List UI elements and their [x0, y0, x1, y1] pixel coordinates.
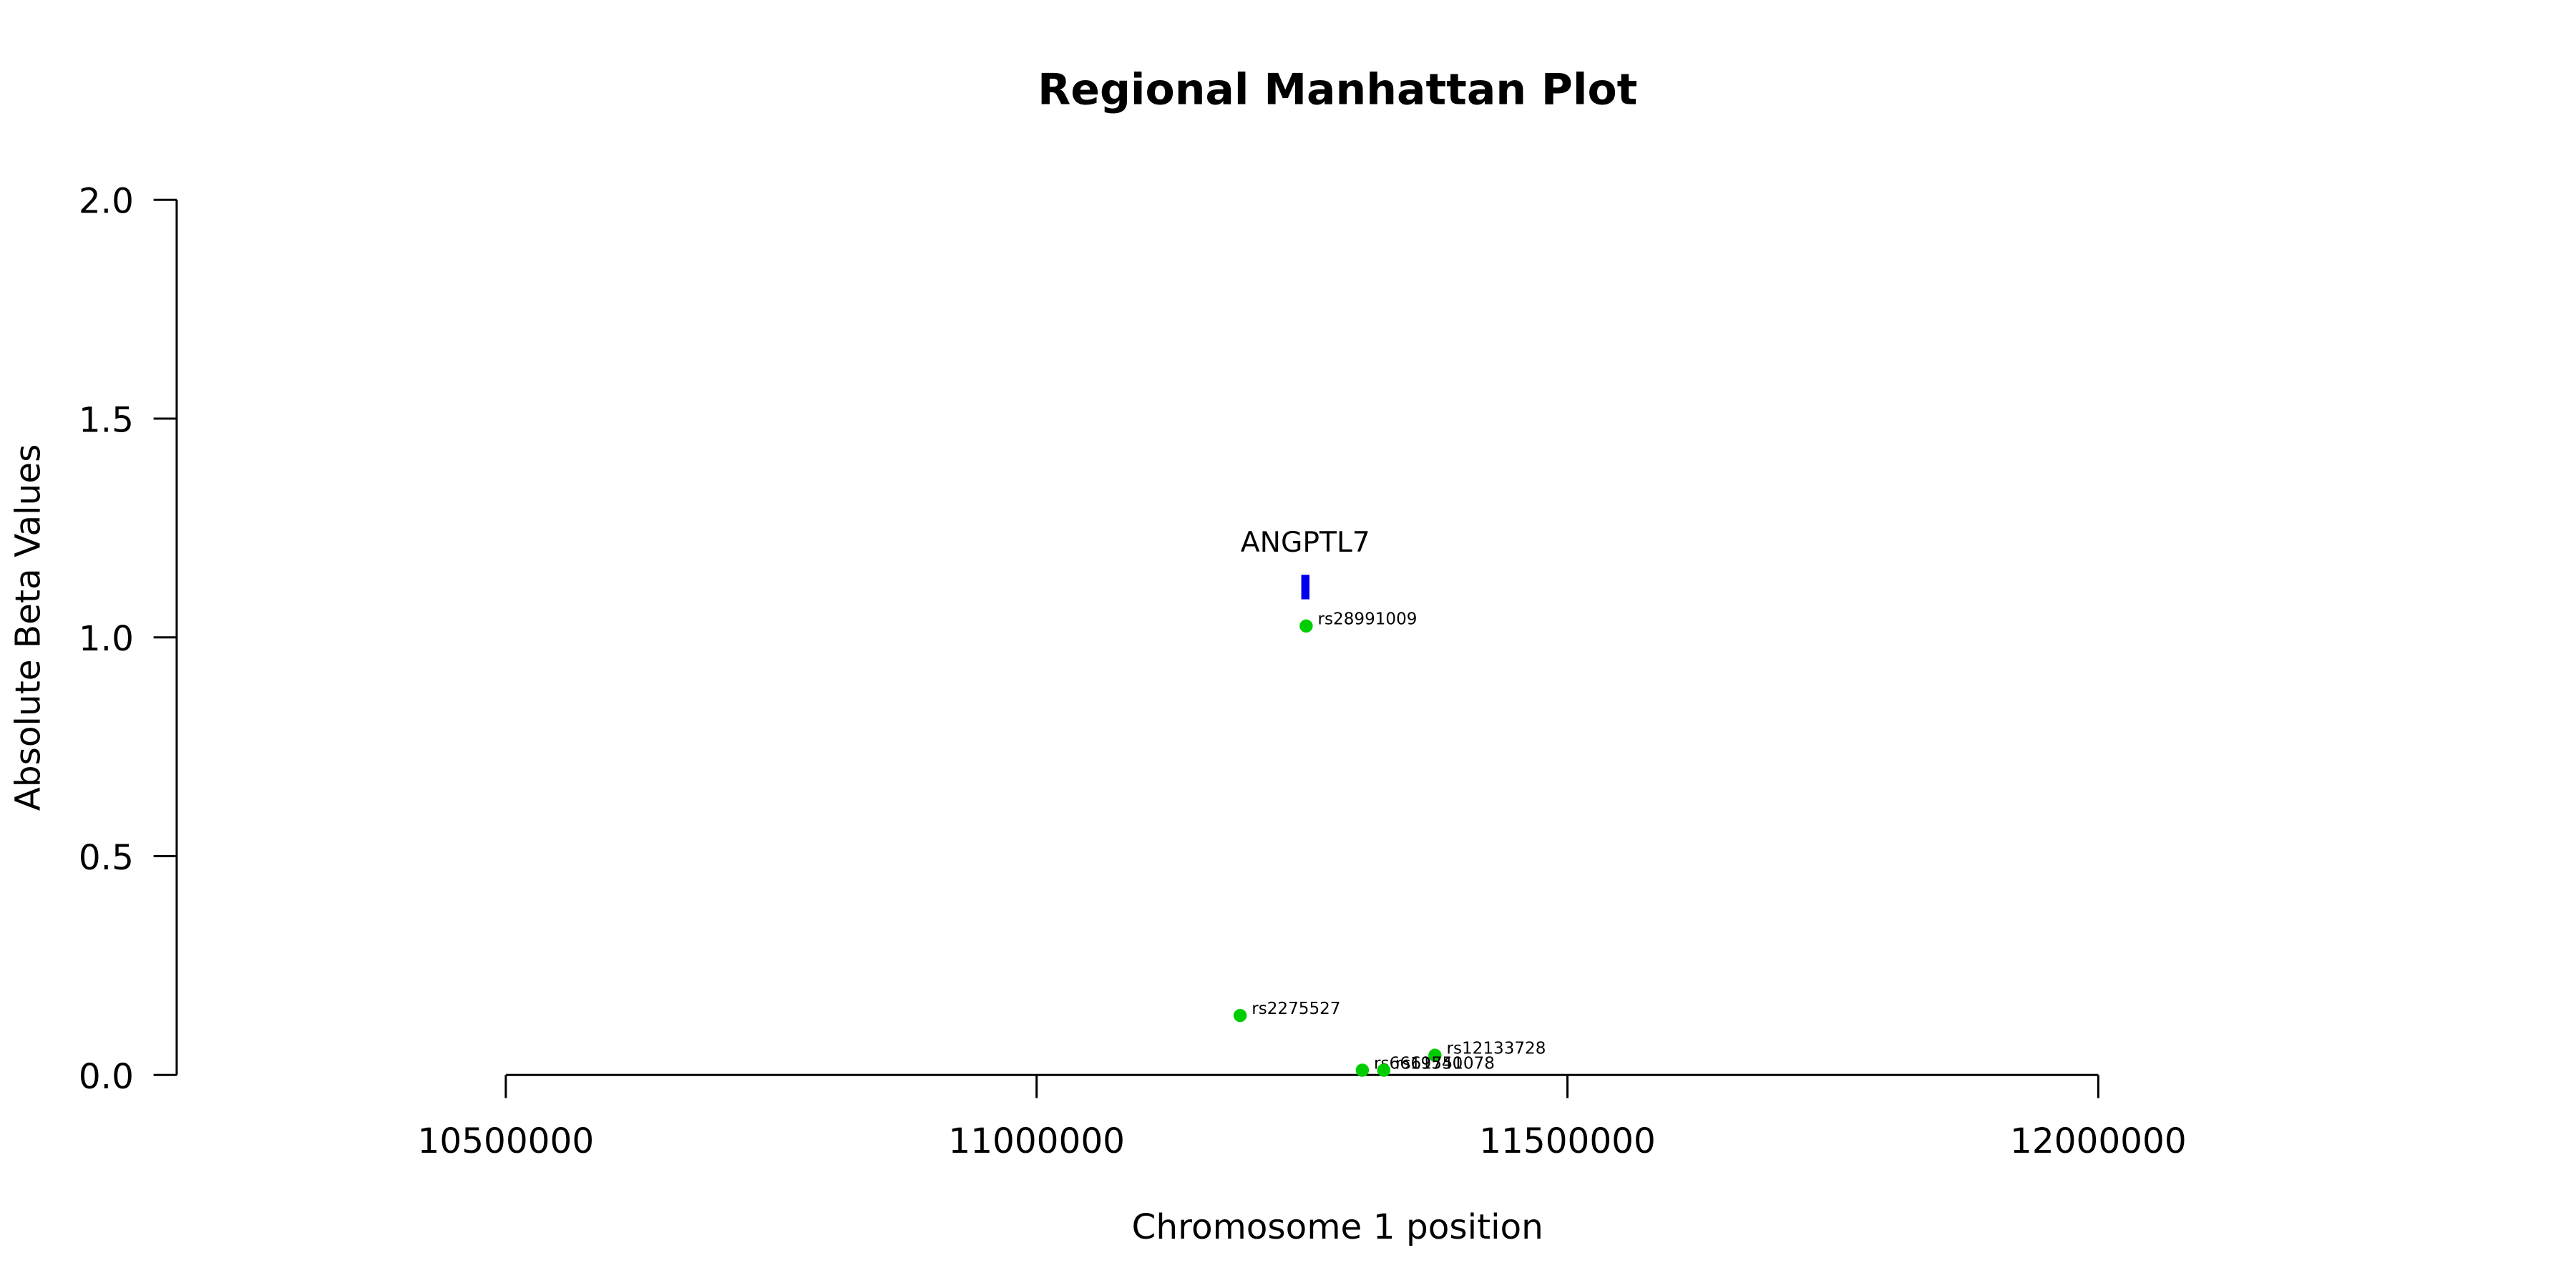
chart-title: Regional Manhattan Plot [1038, 64, 1637, 114]
x-tick-label: 12000000 [2010, 1121, 2187, 1161]
x-axis-title: Chromosome 1 position [1132, 1207, 1543, 1247]
point [1428, 1048, 1442, 1063]
point-label: rs61751078 [1395, 1054, 1495, 1073]
point [1377, 1063, 1391, 1077]
y-tick-label: 2.0 [79, 182, 134, 222]
x-tick-label: 11000000 [948, 1121, 1125, 1161]
gene-bar [1301, 575, 1310, 600]
point-label: rs2275527 [1252, 1000, 1340, 1018]
y-tick-label: 0.5 [79, 838, 134, 878]
point [1233, 1008, 1247, 1023]
y-tick-label: 1.0 [79, 619, 134, 659]
x-tick-label: 10500000 [418, 1121, 595, 1161]
y-tick-label: 1.5 [79, 400, 134, 440]
point-label: rs28991009 [1318, 610, 1418, 629]
point [1355, 1063, 1370, 1077]
y-tick-label: 0.0 [79, 1057, 134, 1097]
gene-label: ANGPTL7 [1241, 527, 1370, 559]
y-axis-title: Absolute Beta Values [8, 444, 48, 811]
point-label: rs12133728 [1447, 1039, 1546, 1058]
x-tick-label: 11500000 [1479, 1121, 1656, 1161]
point [1299, 619, 1313, 633]
